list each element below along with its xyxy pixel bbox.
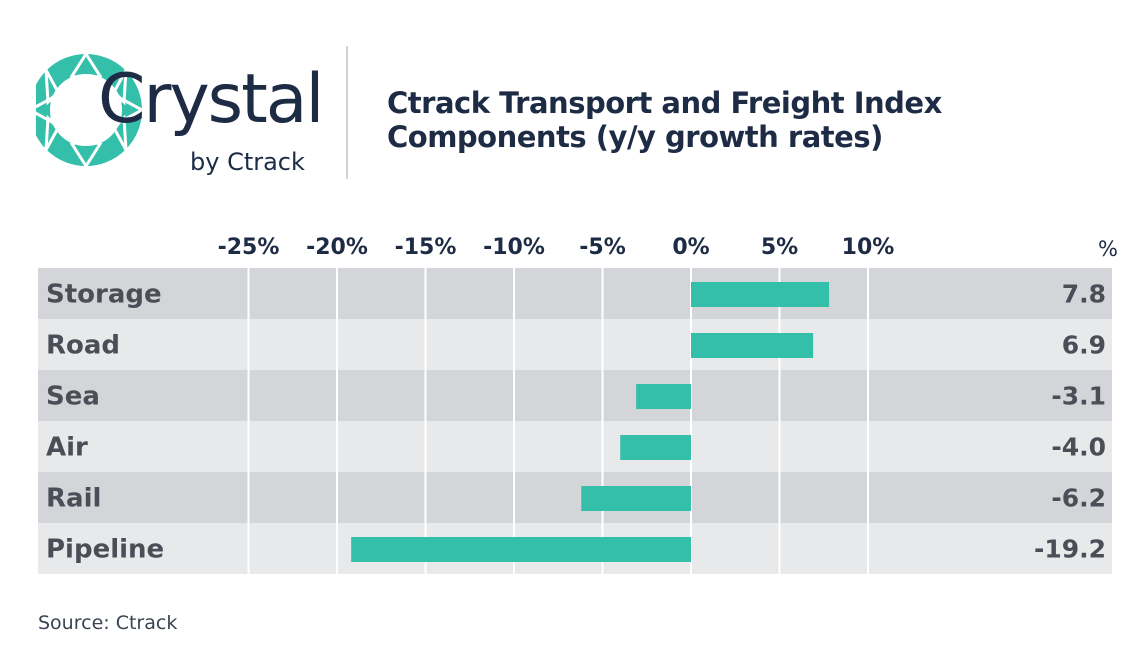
category-label: Sea [46, 382, 100, 412]
bar [620, 435, 691, 460]
bar [636, 384, 691, 409]
value-label: -4.0 [1051, 433, 1106, 462]
category-label: Pipeline [46, 535, 164, 565]
logo-subtitle: by Ctrack [190, 148, 305, 176]
bar [351, 537, 691, 562]
row-background [38, 472, 1112, 523]
x-tick-label: -15% [395, 235, 457, 260]
x-tick-label: -5% [579, 235, 625, 260]
bar-chart: -25% -20% -15% -10% -5% 0% 5% 10% % Storage 7.8 Roa… [38, 235, 1118, 574]
row-background [38, 268, 1112, 319]
x-tick-label: 5% [761, 235, 798, 260]
bar [691, 282, 830, 307]
category-label: Rail [46, 484, 101, 514]
row-background [38, 319, 1112, 370]
category-label: Road [46, 331, 120, 361]
bar [691, 333, 814, 358]
category-label: Air [46, 433, 88, 463]
bar [581, 486, 691, 511]
x-tick-label: -20% [306, 235, 368, 260]
category-label: Storage [46, 280, 162, 310]
header-divider [346, 46, 348, 179]
row-background [38, 370, 1112, 421]
value-label: -3.1 [1051, 382, 1106, 411]
row-background [38, 421, 1112, 472]
source-note: Source: Ctrack [38, 612, 178, 634]
value-column-header: % [1098, 237, 1118, 261]
x-tick-label: 0% [672, 235, 709, 260]
value-label: 6.9 [1062, 331, 1106, 360]
logo-wordmark: Crystal [98, 60, 324, 139]
chart-title-line-1: Ctrack Transport and Freight Index [387, 86, 942, 120]
chart-title-line-2: Components (y/y growth rates) [387, 120, 883, 154]
x-tick-label: -10% [483, 235, 545, 260]
crystal-logo: Crystal by Ctrack [36, 42, 324, 182]
value-label: -19.2 [1034, 535, 1106, 564]
value-label: -6.2 [1051, 484, 1106, 513]
x-tick-label: 10% [842, 235, 895, 260]
crystal-gem-icon [36, 51, 146, 169]
chart-title: Ctrack Transport and Freight Index Compo… [387, 86, 1107, 154]
value-label: 7.8 [1062, 280, 1106, 309]
x-tick-label: -25% [218, 235, 280, 260]
